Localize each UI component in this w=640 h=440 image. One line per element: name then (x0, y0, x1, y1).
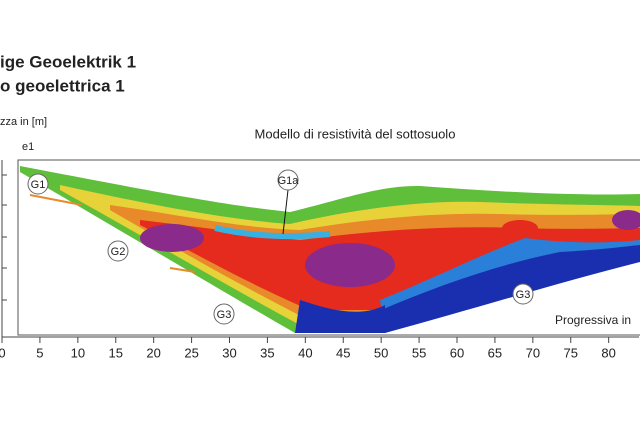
x-tick-label: 55 (412, 345, 426, 360)
x-axis-label: Progressiva in (555, 313, 631, 327)
x-tick-label: 70 (526, 345, 540, 360)
x-tick-label: 15 (109, 345, 123, 360)
annotation-circle (213, 303, 235, 325)
x-tick-label: 30 (222, 345, 236, 360)
x-tick-label: 35 (260, 345, 274, 360)
annotation-circle (27, 173, 49, 195)
annotation-circle (512, 283, 534, 305)
chart-title: Modello di resistività del sottosuolo (255, 126, 456, 141)
annotation-label: G2 (111, 246, 126, 258)
y-axis-label: zza in [m] (0, 116, 47, 128)
resistivity-section (20, 166, 640, 333)
x-tick-label: 10 (71, 345, 85, 360)
x-tick-label: 20 (146, 345, 160, 360)
x-tick-label: 5 (36, 345, 43, 360)
annotation-circle (107, 240, 129, 262)
x-tick-label: 60 (450, 345, 464, 360)
annotation-label: G3 (217, 309, 232, 321)
x-tick-label: 25 (184, 345, 198, 360)
annotation-label: G1 (31, 179, 46, 191)
annotation-label: G1a (278, 175, 300, 187)
x-tick-label: 50 (374, 345, 388, 360)
x-label-bg (548, 310, 640, 332)
annotation-label: G3 (516, 289, 531, 301)
profile-label: e1 (22, 141, 34, 153)
x-tick-label: 40 (298, 345, 312, 360)
heading-line-2: o geoelettrica 1 (0, 76, 125, 95)
heading-line-1: ige Geoelektrik 1 (0, 52, 136, 71)
plot-frame (17, 159, 640, 336)
x-tick-label: 0 (0, 345, 6, 360)
annotation-circle (277, 169, 299, 191)
x-tick-label: 45 (336, 345, 350, 360)
x-tick-label: 80 (601, 345, 615, 360)
x-tick-label: 65 (488, 345, 502, 360)
x-tick-label: 75 (564, 345, 578, 360)
